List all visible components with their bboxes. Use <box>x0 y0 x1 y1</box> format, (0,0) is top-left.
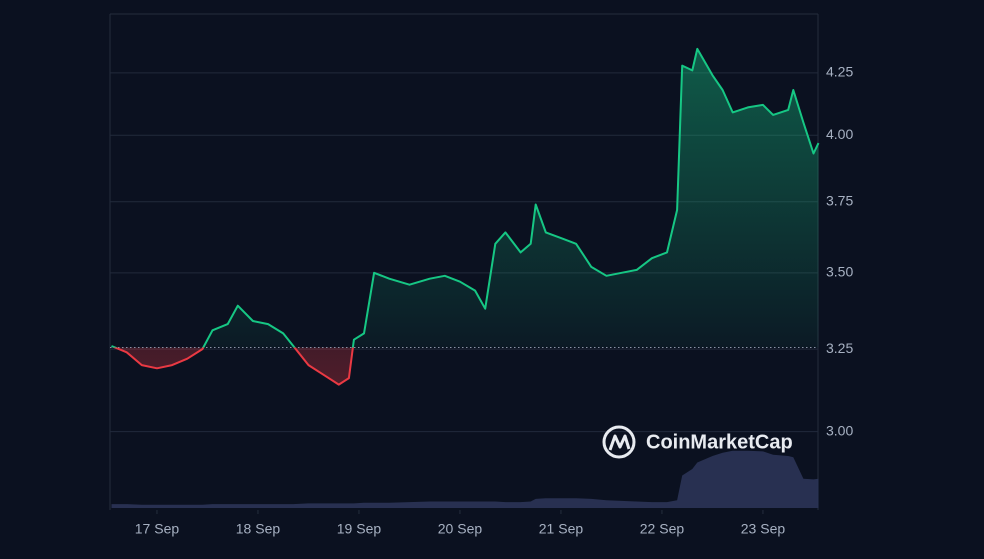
x-tick-label: 21 Sep <box>539 521 584 537</box>
watermark-logo <box>602 425 636 459</box>
watermark: CoinMarketCap <box>602 425 793 459</box>
x-tick-label: 17 Sep <box>135 521 180 537</box>
x-tick-label: 23 Sep <box>741 521 786 537</box>
x-tick-label: 19 Sep <box>337 521 382 537</box>
y-tick-label: 3.00 <box>826 422 853 438</box>
y-tick-label: 4.00 <box>826 126 853 142</box>
price-line <box>111 47 820 386</box>
volume-area <box>111 450 819 508</box>
x-tick-label: 20 Sep <box>438 521 483 537</box>
x-tick-label: 22 Sep <box>640 521 685 537</box>
x-tick-label: 18 Sep <box>236 521 281 537</box>
y-tick-label: 4.25 <box>826 64 853 80</box>
y-tick-label: 3.25 <box>826 340 853 356</box>
y-tick-label: 3.50 <box>826 264 853 280</box>
watermark-logo-mark <box>608 434 631 451</box>
price-area <box>111 48 819 385</box>
y-tick-label: 3.75 <box>826 192 853 208</box>
watermark-text: CoinMarketCap <box>646 431 793 453</box>
